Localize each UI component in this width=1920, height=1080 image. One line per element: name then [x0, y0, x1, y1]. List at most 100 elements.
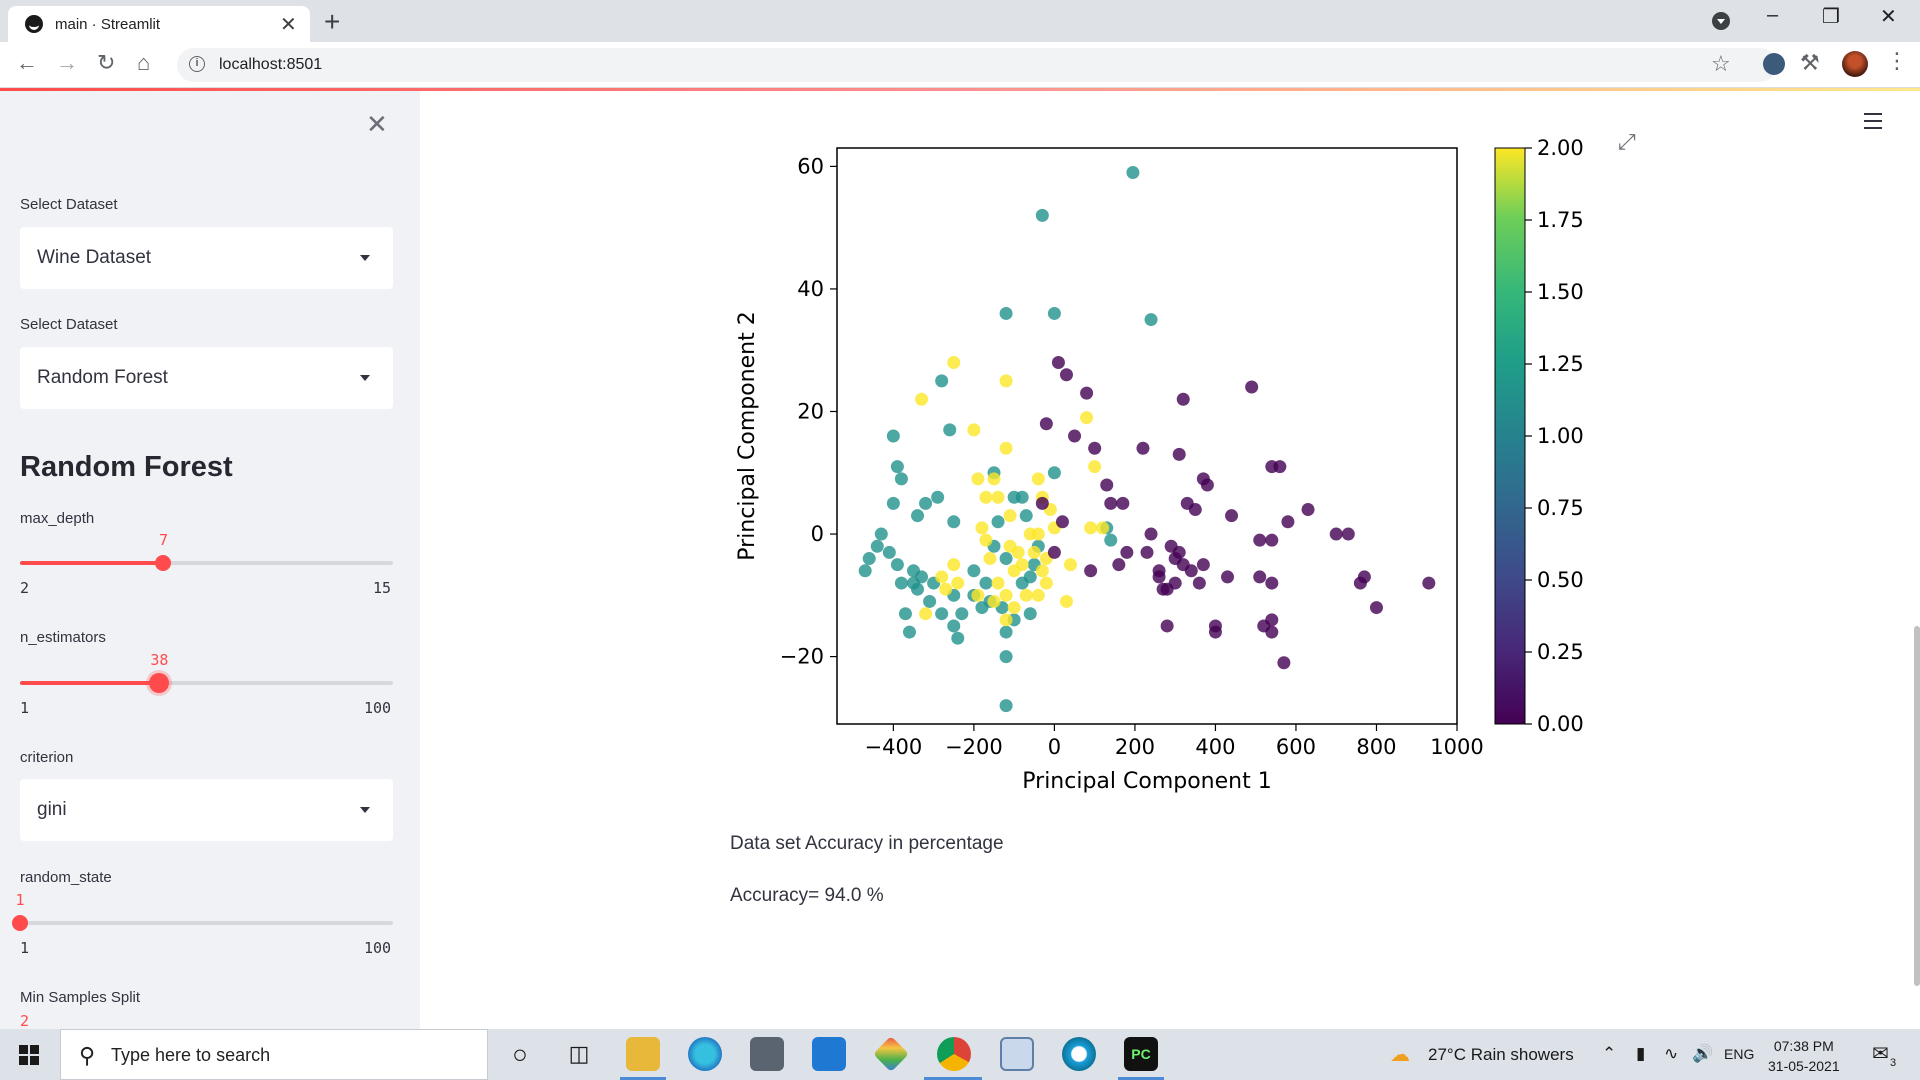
url-text[interactable]: localhost:8501	[219, 56, 323, 73]
forward-icon[interactable]: →	[56, 50, 78, 75]
random-state-track[interactable]	[12, 915, 393, 931]
site-info-icon[interactable]: i	[189, 56, 205, 72]
window-close-icon[interactable]: ✕	[1880, 6, 1897, 28]
scatter-point	[894, 576, 908, 590]
x-tick-label: 1000	[1430, 735, 1483, 759]
task-view-icon[interactable]: ◫	[568, 1041, 590, 1066]
scatter-point	[971, 588, 985, 602]
edge-icon[interactable]	[688, 1037, 722, 1071]
fullscreen-icon[interactable]: ⤢	[1618, 129, 1636, 154]
scatter-point	[906, 576, 920, 590]
sidebar-close-icon[interactable]: ✕	[366, 109, 388, 139]
weather-icon[interactable]: ☁	[1390, 1044, 1410, 1066]
browser-toolbar: ← → ↻ ⌂ i localhost:8501 ☆ ⚒ ⋮	[0, 42, 1920, 88]
home-icon[interactable]: ⌂	[137, 50, 151, 75]
weather-text[interactable]: 27°C Rain showers	[1428, 1045, 1574, 1064]
dataset-select[interactable]: Wine Dataset	[20, 227, 393, 289]
notification-icon[interactable]: ✉	[1872, 1043, 1889, 1065]
scrollbar[interactable]	[1914, 626, 1920, 986]
scatter-point	[923, 594, 937, 608]
cortana-icon[interactable]: ○	[512, 1039, 528, 1069]
camera-icon[interactable]	[750, 1037, 784, 1071]
scatter-point	[1112, 558, 1126, 572]
scatter-point	[967, 423, 981, 437]
scatter-point	[935, 570, 949, 584]
new-tab-button[interactable]: +	[324, 6, 341, 37]
criterion-label: criterion	[20, 749, 74, 766]
n-estimators-max: 100	[364, 699, 392, 717]
accuracy-label: Data set Accuracy in percentage	[730, 833, 1004, 854]
scatter-point	[1253, 533, 1267, 547]
reload-icon[interactable]: ↻	[97, 50, 116, 75]
file-explorer-icon[interactable]	[626, 1037, 660, 1071]
scatter-point	[898, 607, 912, 621]
wifi-icon[interactable]: ∿	[1664, 1044, 1679, 1063]
n-estimators-min: 1	[20, 699, 30, 717]
tab-search-icon[interactable]	[1712, 12, 1730, 30]
minimize-icon[interactable]: –	[1767, 4, 1779, 26]
criterion-select[interactable]: gini	[20, 779, 393, 841]
address-bar[interactable]: i localhost:8501 ☆	[177, 48, 1777, 82]
windows-start-icon[interactable]	[19, 1045, 39, 1065]
colorbar-tick-label: 1.00	[1537, 424, 1584, 448]
scatter-point	[1156, 582, 1170, 596]
colorbar-tick-label: 1.50	[1537, 280, 1584, 304]
image-viewer-icon[interactable]	[1000, 1037, 1034, 1071]
clock-time: 07:38 PM	[1773, 1038, 1834, 1054]
pycharm-icon[interactable]: PC	[1124, 1037, 1158, 1071]
scatter-point	[943, 423, 957, 437]
browser-tabstrip: main · Streamlit ✕ + – ❐ ✕	[0, 0, 1920, 42]
profile-avatar[interactable]	[1842, 51, 1868, 77]
scatter-point	[1023, 570, 1037, 584]
n-estimators-thumb[interactable]	[149, 673, 170, 693]
max-depth-thumb[interactable]	[155, 555, 172, 571]
scatter-point	[947, 619, 961, 633]
n-estimators-track[interactable]	[20, 673, 393, 693]
app-circle-icon[interactable]	[1062, 1037, 1096, 1071]
y-tick-label: 0	[811, 522, 824, 546]
scatter-point	[1341, 527, 1355, 541]
max-depth-track[interactable]	[20, 555, 393, 571]
scatter-point	[870, 539, 884, 553]
random-state-thumb[interactable]	[12, 915, 28, 931]
scatter-point	[1019, 509, 1033, 523]
scatter-point	[971, 472, 985, 486]
back-icon[interactable]: ←	[16, 50, 38, 75]
tab-close-icon[interactable]: ✕	[280, 14, 297, 36]
y-tick-label: −20	[780, 645, 824, 669]
mail-icon[interactable]	[812, 1037, 846, 1071]
scatter-point	[1068, 429, 1082, 443]
scatter-point	[987, 472, 1001, 486]
scatter-point	[979, 576, 993, 590]
bookmark-star-icon[interactable]: ☆	[1711, 51, 1731, 76]
colorbar-tick-label: 2.00	[1537, 136, 1584, 160]
extensions-puzzle-icon[interactable]: ⚒	[1800, 50, 1820, 75]
volume-icon[interactable]: 🔊	[1692, 1044, 1714, 1063]
file-explorer-active-indicator	[620, 1077, 666, 1080]
clock[interactable]: 07:38 PM 31-05-2021	[1768, 1036, 1840, 1076]
scatter-point	[911, 509, 925, 523]
scatter-point	[991, 515, 1005, 529]
scatter-point	[955, 607, 969, 621]
colorbar-tick-label: 0.00	[1537, 712, 1584, 736]
scatter-point	[975, 521, 989, 535]
taskbar-search[interactable]: ⚲ Type here to search	[60, 1029, 488, 1080]
browser-tab[interactable]: main · Streamlit ✕	[8, 6, 310, 42]
app-diamond-icon[interactable]	[872, 1035, 910, 1073]
max-depth-label: max_depth	[20, 510, 95, 527]
chevron-up-icon[interactable]: ⌃	[1602, 1044, 1617, 1063]
browser-menu-icon[interactable]: ⋮	[1886, 48, 1908, 73]
scatter-point	[1104, 496, 1118, 510]
chrome-icon[interactable]	[937, 1037, 971, 1071]
classifier-select[interactable]: Random Forest	[20, 347, 393, 409]
criterion-select-value: gini	[37, 799, 67, 820]
scatter-point	[1055, 515, 1069, 529]
restore-icon[interactable]: ❐	[1822, 6, 1840, 28]
scatter-point	[1100, 478, 1114, 492]
scatter-point	[999, 588, 1013, 602]
extension-icon[interactable]	[1763, 53, 1785, 75]
hamburger-menu-icon[interactable]	[1864, 113, 1882, 134]
colorbar-tick-label: 1.25	[1537, 352, 1584, 376]
language-indicator[interactable]: ENG	[1724, 1046, 1755, 1062]
battery-icon[interactable]: ▮	[1636, 1044, 1646, 1063]
